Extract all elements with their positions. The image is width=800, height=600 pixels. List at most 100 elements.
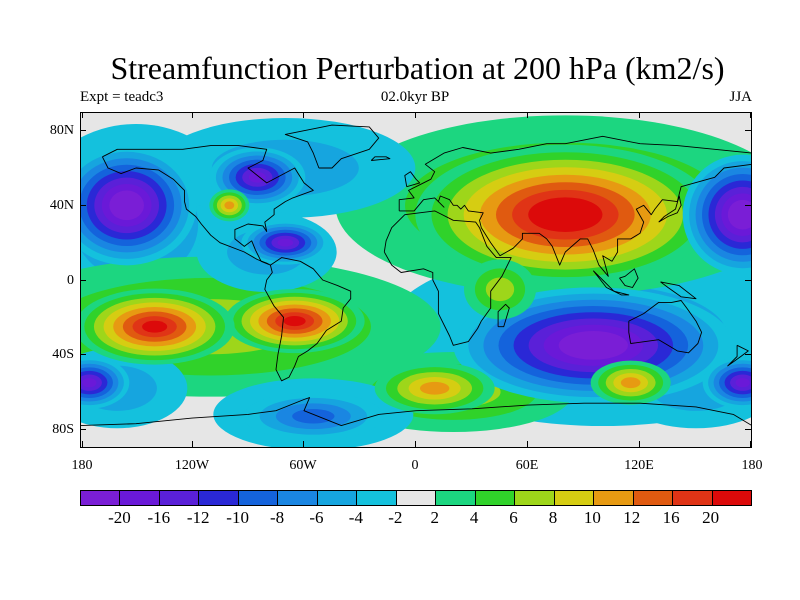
coastline xyxy=(80,397,752,427)
colorbar-label: 6 xyxy=(509,508,518,527)
colorbar-label: 16 xyxy=(662,508,680,527)
contour-band xyxy=(277,238,294,247)
lat-label-80s: 80S xyxy=(52,422,74,437)
colorbar-label: -8 xyxy=(269,508,285,527)
colorbar-label: -12 xyxy=(186,508,210,527)
lat-label-40n: 40N xyxy=(49,198,74,213)
colorbar-swatch xyxy=(594,491,634,505)
axis-tick xyxy=(80,205,86,206)
axis-tick xyxy=(745,205,751,206)
lon-label-180e: 180 xyxy=(741,458,763,473)
contour-band xyxy=(558,330,628,360)
colorbar-swatch xyxy=(159,491,200,505)
coastline xyxy=(727,344,749,367)
coastline xyxy=(619,268,639,288)
axis-tick xyxy=(527,441,528,447)
contour-band xyxy=(528,197,603,232)
lon-label-180w: 180 xyxy=(71,458,93,473)
axis-tick xyxy=(80,429,86,430)
contour-band xyxy=(292,409,335,424)
contour-map-svg xyxy=(80,112,752,448)
coastline xyxy=(660,281,697,300)
colorbar-swatch xyxy=(554,491,595,505)
colorbar-label: 4 xyxy=(469,508,479,527)
lon-label-120e: 120E xyxy=(624,458,654,473)
lon-label-120w: 120W xyxy=(174,458,210,473)
colorbar-label: -20 xyxy=(108,508,131,527)
axis-tick xyxy=(303,112,304,118)
coastline xyxy=(398,135,752,277)
colorbar-label: -16 xyxy=(147,508,171,527)
contour-band xyxy=(727,199,752,230)
colorbar-swatch xyxy=(357,491,397,505)
coastline xyxy=(383,210,512,346)
contour-band xyxy=(142,320,168,333)
colorbar-label: 2 xyxy=(430,508,439,527)
lon-label-0: 0 xyxy=(411,458,419,473)
colorbar xyxy=(80,490,752,506)
coastline xyxy=(264,257,352,382)
contour-band xyxy=(735,378,750,388)
axis-tick xyxy=(80,280,86,281)
colorbar-swatch xyxy=(238,491,279,505)
coastline xyxy=(404,171,421,188)
colorbar-swatch xyxy=(81,491,121,505)
coastline xyxy=(101,145,314,266)
left-string: Expt = teadc3 xyxy=(80,89,164,105)
lat-label-0: 0 xyxy=(67,273,74,288)
colorbar-label: 20 xyxy=(702,508,720,527)
colorbar-swatch xyxy=(436,491,476,505)
axis-tick xyxy=(639,112,640,118)
colorbar-swatch xyxy=(396,491,437,505)
lat-label-80n: 80N xyxy=(49,123,74,138)
contour-band xyxy=(82,378,97,388)
colorbar-swatch xyxy=(633,491,674,505)
colorbar-label: -6 xyxy=(309,508,324,527)
coastline xyxy=(370,156,391,161)
axis-tick xyxy=(303,441,304,447)
contour-band xyxy=(283,316,306,327)
axis-tick xyxy=(745,429,751,430)
axis-tick xyxy=(415,112,416,118)
colorbar-label: 8 xyxy=(548,508,558,527)
coastline xyxy=(658,195,682,223)
colorbar-swatch xyxy=(475,491,516,505)
lon-label-60w: 60W xyxy=(289,458,317,473)
colorbar-label: -10 xyxy=(226,508,249,527)
axis-tick xyxy=(192,112,193,118)
coastline xyxy=(613,290,630,296)
contour-band xyxy=(620,377,641,389)
axis-tick xyxy=(750,112,751,118)
axis-tick xyxy=(82,112,83,118)
colorbar-swatch xyxy=(120,491,160,505)
right-string: JJA xyxy=(729,89,752,105)
axis-tick xyxy=(639,441,640,447)
axis-tick xyxy=(750,441,751,447)
colorbar-label: 12 xyxy=(623,508,641,527)
colorbar-swatch xyxy=(199,491,239,505)
axis-tick xyxy=(415,441,416,447)
contour-band xyxy=(485,277,515,302)
axis-tick xyxy=(82,441,83,447)
axis-tick xyxy=(745,130,751,131)
contour-band xyxy=(248,171,266,183)
colorbar-swatch xyxy=(317,491,358,505)
axis-tick xyxy=(192,441,193,447)
lon-label-60e: 60E xyxy=(515,458,539,473)
axis-tick xyxy=(745,280,751,281)
colorbar-label: 10 xyxy=(583,508,601,527)
coastline xyxy=(628,300,703,354)
contour-map xyxy=(80,112,752,448)
center-string: 02.0kyr BP xyxy=(380,89,450,105)
coastline xyxy=(284,124,380,169)
colorbar-label: -2 xyxy=(388,508,403,527)
lat-label-40s: 40S xyxy=(52,347,74,362)
colorbar-swatch xyxy=(278,491,318,505)
colorbar-swatch xyxy=(673,491,713,505)
colorbar-swatch xyxy=(712,491,751,505)
contour-band xyxy=(109,190,144,221)
coastline xyxy=(497,303,510,328)
map-title: Streamfunction Perturbation at 200 hPa (… xyxy=(110,50,725,86)
axis-tick xyxy=(745,354,751,355)
contour-band xyxy=(224,201,235,210)
